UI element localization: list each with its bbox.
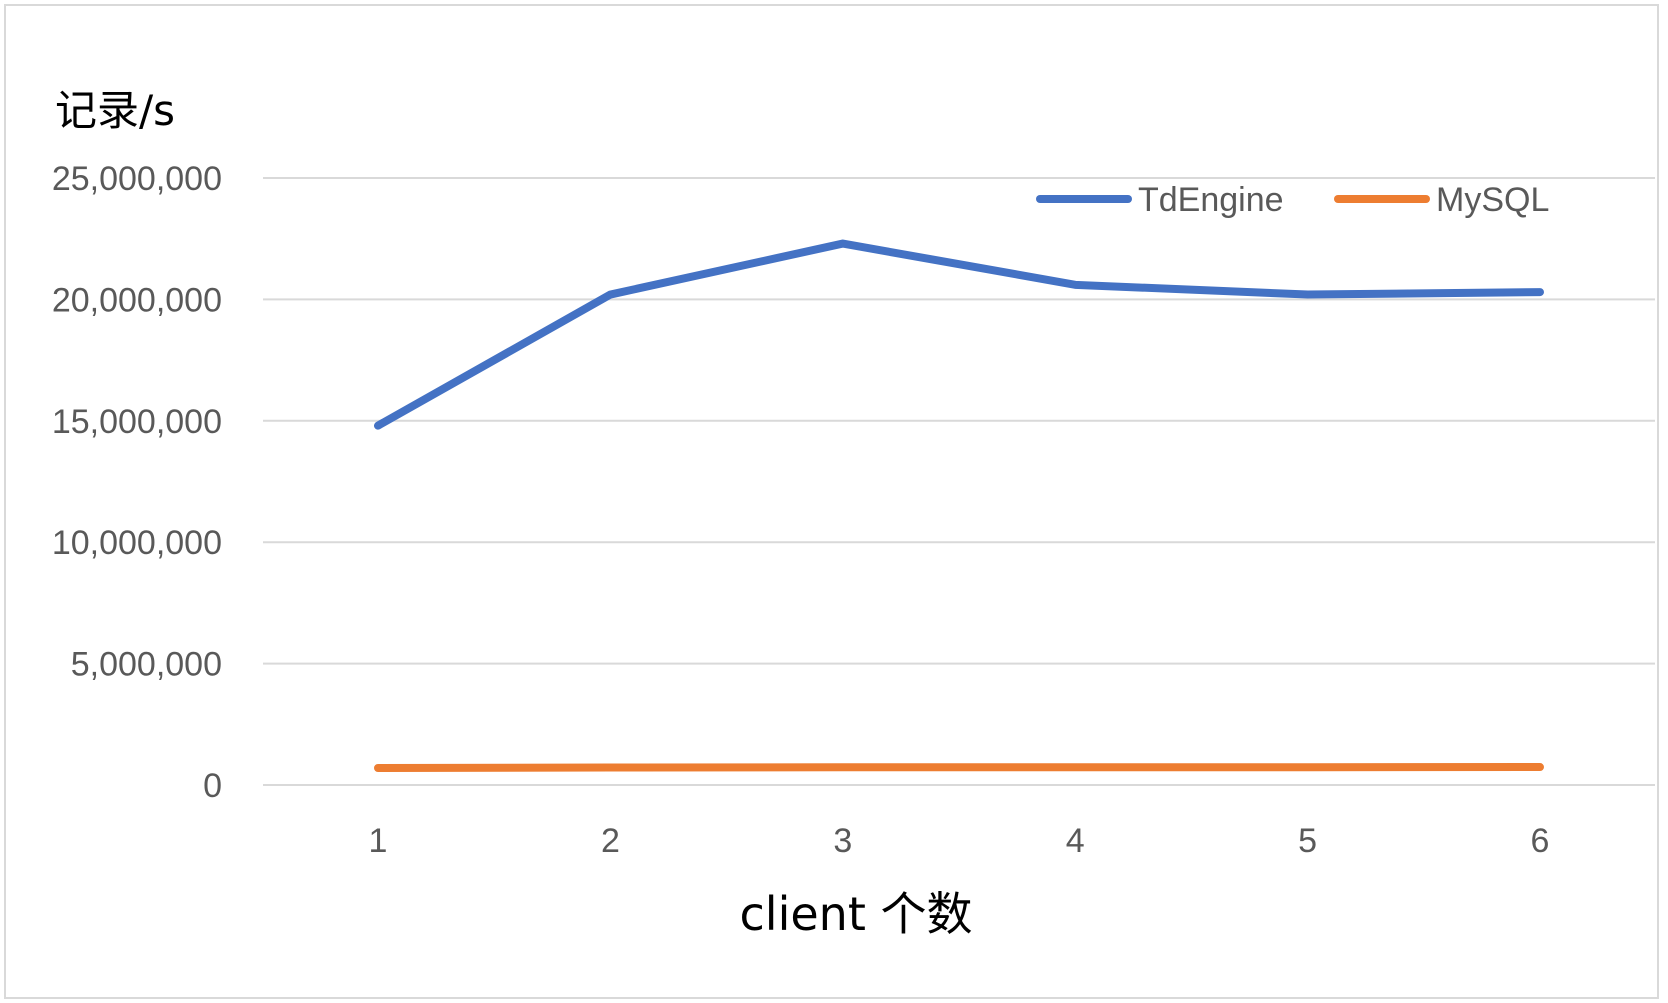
x-tick-label: 5	[1298, 822, 1317, 860]
legend-label: TdEngine	[1138, 181, 1284, 219]
legend: TdEngine MySQL	[1036, 181, 1549, 219]
x-tick-label: 6	[1531, 822, 1550, 860]
y-tick-label: 0	[203, 767, 222, 805]
y-axis-title: 记录/s	[55, 86, 175, 135]
series-lines	[374, 239, 1544, 773]
x-tick-label: 2	[601, 822, 620, 860]
y-tick-label: 10,000,000	[52, 524, 222, 562]
y-axis-tick-labels: 0 5,000,000 10,000,000 15,000,000 20,000,000…	[52, 160, 222, 805]
y-tick-label: 15,000,000	[52, 403, 222, 441]
gridlines	[263, 177, 1655, 786]
x-tick-label: 3	[833, 822, 852, 860]
chart-frame	[4, 4, 1659, 999]
y-tick-label: 20,000,000	[52, 281, 222, 319]
x-axis-title: client 个数	[740, 887, 973, 941]
x-axis-tick-labels: 1 2 3 4 5 6	[369, 822, 1550, 860]
y-tick-label: 25,000,000	[52, 160, 222, 198]
y-tick-label: 5,000,000	[71, 646, 222, 684]
x-tick-label: 4	[1066, 822, 1085, 860]
series-line-tdengine	[374, 239, 1544, 430]
series-line-mysql	[374, 763, 1544, 773]
legend-label: MySQL	[1436, 181, 1549, 219]
x-tick-label: 1	[369, 822, 388, 860]
